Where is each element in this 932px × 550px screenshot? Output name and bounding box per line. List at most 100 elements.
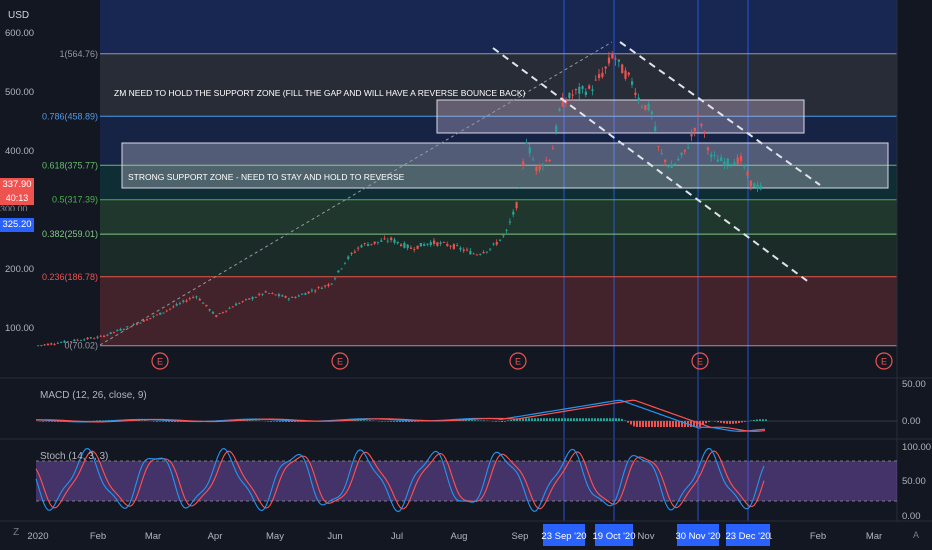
candle-body <box>53 344 56 345</box>
candle-body <box>70 341 73 343</box>
support-zone-box[interactable] <box>121 142 889 189</box>
fib-labels: 1(564.76) 0.786(458.89) 0.618(375.77) 0.5(3… <box>42 49 98 351</box>
macd-title[interactable]: MACD (12, 26, close, 9) <box>40 390 147 401</box>
candle-body <box>337 270 340 273</box>
candle-body <box>60 342 63 344</box>
time-tick-label: Feb <box>810 531 826 542</box>
macd-pane[interactable] <box>35 399 897 432</box>
candle-body <box>436 242 439 246</box>
candle-body <box>192 297 195 298</box>
candle-body <box>132 324 135 325</box>
candle-body <box>614 58 617 60</box>
candle-body <box>343 262 347 264</box>
candle-body <box>393 239 396 243</box>
time-axis[interactable]: 2020FebMarAprMayJunJulAugSepNov1FebMar23… <box>27 524 882 546</box>
candle-body <box>139 322 142 324</box>
price-tick-label: 200.00 <box>5 264 34 275</box>
candle-body <box>429 242 432 245</box>
macd-hist-bar <box>363 420 365 421</box>
macd-hist-bar <box>621 418 623 421</box>
macd-hist-bar <box>588 418 590 421</box>
candle-body <box>598 74 601 78</box>
candle-body <box>383 238 386 240</box>
candle-body <box>327 284 330 286</box>
macd-hist-bar <box>573 418 575 421</box>
channel-upper-line[interactable] <box>619 41 821 186</box>
price-tick-label: 600.00 <box>5 28 34 39</box>
candle-body <box>40 345 43 346</box>
macd-hist-bar <box>291 421 293 422</box>
macd-hist-bar <box>366 420 368 421</box>
candle-body <box>376 241 380 243</box>
macd-hist-bar <box>705 421 707 424</box>
gap-zone-box[interactable] <box>436 99 805 134</box>
stoch-band <box>36 461 897 501</box>
candle-body <box>188 298 191 300</box>
candle-body <box>640 106 644 108</box>
candle-body <box>716 159 719 162</box>
candle-body <box>119 328 122 331</box>
stoch-tick-label: 100.00 <box>902 442 931 453</box>
stoch-pane[interactable] <box>35 447 765 513</box>
indicator-axis: 50.00 0.00 100.00 50.00 0.00 <box>902 379 931 522</box>
macd-hist-bar <box>669 421 671 427</box>
macd-hist-bar <box>543 418 545 421</box>
candle-body <box>367 244 370 247</box>
macd-hist-bar <box>408 421 410 422</box>
fib-label: 0.382(259.01) <box>42 229 98 239</box>
earnings-circle <box>691 352 709 370</box>
macd-hist-bar <box>672 421 674 427</box>
macd-hist-bar <box>759 419 761 421</box>
candle-body <box>584 91 587 96</box>
macd-hist-bar <box>354 420 356 421</box>
macd-hist-bar <box>465 419 467 421</box>
macd-hist-bar <box>579 418 581 421</box>
candle-body <box>76 339 79 341</box>
time-tick-label: Jul <box>391 531 403 542</box>
candle-body <box>667 165 670 167</box>
fib-zone <box>100 53 897 117</box>
candle-body <box>79 340 83 342</box>
time-tick-label: Mar <box>866 531 882 542</box>
macd-hist-bar <box>576 418 578 421</box>
tradingview-logo-icon[interactable]: Z <box>13 527 20 538</box>
price-axis[interactable]: 600.00 500.00 400.00 200.00 100.00 <box>5 28 34 334</box>
candle-body <box>103 335 106 337</box>
time-tick-label: Sep <box>512 531 529 542</box>
candle-body <box>370 243 373 245</box>
macd-hist-bar <box>567 418 569 421</box>
candle-body <box>647 103 650 111</box>
candle-body <box>122 329 125 331</box>
candle-body <box>627 72 630 75</box>
candle-body <box>574 89 578 91</box>
earnings-circle <box>151 352 169 370</box>
auto-scale-icon[interactable]: A <box>913 530 920 540</box>
candle-body <box>307 291 310 294</box>
candle-body <box>403 243 406 248</box>
candle-body <box>462 249 465 251</box>
candle-body <box>238 302 241 304</box>
candle-body <box>495 242 498 245</box>
macd-hist-bar <box>681 421 683 427</box>
stoch-title[interactable]: Stoch (14, 3, 3) <box>40 451 109 462</box>
time-tick-label: Feb <box>90 531 106 542</box>
candle-body <box>482 252 485 254</box>
macd-hist-bar <box>138 420 140 421</box>
earnings-letter: E <box>697 357 703 367</box>
hidden-tick: 300.00 <box>0 205 28 211</box>
candle-body <box>271 293 274 294</box>
macd-hist-bar <box>519 418 521 421</box>
candle-body <box>568 93 571 98</box>
channel-lower-line[interactable] <box>492 47 811 284</box>
time-tick-label: Jun <box>327 531 342 542</box>
candle-body <box>720 157 723 162</box>
candle-body <box>472 253 475 255</box>
candle-body <box>571 94 574 96</box>
candle-body <box>169 308 172 310</box>
candle-body <box>297 295 300 297</box>
candle-body <box>241 301 244 302</box>
candle-body <box>555 125 558 133</box>
macd-hist-bar <box>756 419 758 421</box>
candle-body <box>244 299 248 300</box>
